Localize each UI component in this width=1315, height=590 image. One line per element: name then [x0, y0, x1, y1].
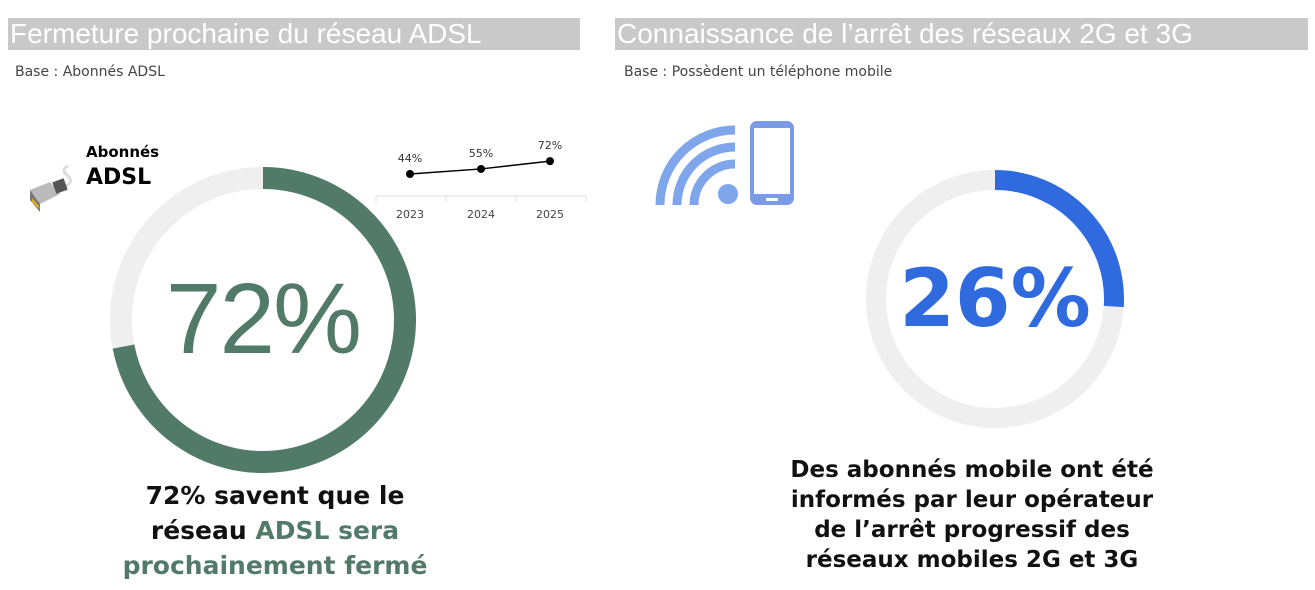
caption-line: informés par leur opérateur [790, 487, 1154, 513]
data-point [406, 170, 414, 178]
left-donut-chart [110, 167, 416, 473]
donut-segment [112, 167, 416, 473]
caption-highlight: ADSL sera [255, 516, 400, 545]
data-label: 44% [398, 152, 422, 165]
right-base: Base : Possèdent un téléphone mobile [624, 64, 893, 80]
trend-line-chart: 44% 2023 55% 2024 72% 2025 [375, 139, 587, 221]
phone-signal-icon [655, 121, 794, 206]
right-donut-chart [866, 170, 1124, 428]
data-point [546, 157, 554, 166]
data-label: 72% [538, 139, 562, 152]
icon-label-big: ADSL [86, 165, 152, 190]
left-donut-value: 72% [165, 263, 362, 375]
caption-line: prochainement fermé [122, 551, 428, 580]
data-point [477, 164, 485, 173]
left-title: Fermeture prochaine du réseau ADSL [8, 18, 580, 50]
ethernet-cable-icon [30, 164, 73, 212]
donut-segment [994, 170, 1124, 308]
x-tick-label: 2024 [467, 208, 495, 221]
caption-line: réseaux mobiles 2G et 3G [805, 547, 1139, 573]
caption-line: Des abonnés mobile ont été [790, 457, 1154, 483]
right-donut-value: 26% [899, 252, 1091, 345]
caption-line: 72% savent que le [145, 481, 405, 510]
right-title: Connaissance de l’arrêt des réseaux 2G e… [615, 18, 1308, 50]
data-label: 55% [469, 147, 493, 160]
x-tick-label: 2025 [536, 208, 564, 221]
x-tick-label: 2023 [396, 208, 424, 221]
left-base: Base : Abonnés ADSL [15, 64, 165, 80]
caption-line: réseau ADSL sera [95, 513, 455, 548]
caption-text: réseau [150, 516, 256, 545]
icon-label-small: Abonnés [86, 143, 160, 161]
right-caption: Des abonnés mobile ont été informés par … [752, 455, 1192, 575]
left-caption: 72% savent que le réseau ADSL sera proch… [95, 478, 455, 583]
caption-line: de l’arrêt progressif des [814, 517, 1130, 543]
